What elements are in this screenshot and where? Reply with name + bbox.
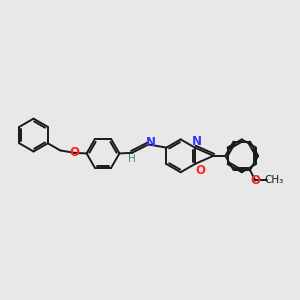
Text: O: O bbox=[70, 146, 80, 159]
Text: H: H bbox=[128, 154, 135, 164]
Text: N: N bbox=[192, 134, 202, 148]
Text: N: N bbox=[146, 136, 156, 148]
Text: O: O bbox=[195, 164, 205, 176]
Text: O: O bbox=[250, 174, 260, 187]
Text: CH₃: CH₃ bbox=[264, 176, 284, 185]
